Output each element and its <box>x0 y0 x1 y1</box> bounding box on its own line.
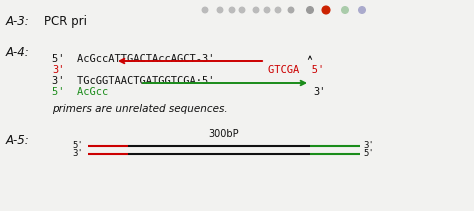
Text: 3': 3' <box>313 87 326 97</box>
Text: 3'  TGcGGTAACTGATGGTCGA·5': 3' TGcGGTAACTGATGGTCGA·5' <box>52 76 215 86</box>
Circle shape <box>217 7 223 13</box>
Text: 3': 3' <box>52 65 64 75</box>
Circle shape <box>275 7 281 13</box>
Text: A-5:: A-5: <box>6 134 30 147</box>
Circle shape <box>307 7 313 13</box>
Circle shape <box>202 7 208 13</box>
Text: primers are unrelated sequences.: primers are unrelated sequences. <box>52 104 228 114</box>
Text: 5': 5' <box>72 142 83 150</box>
Text: 5': 5' <box>363 150 374 158</box>
Text: A-4:: A-4: <box>6 46 30 59</box>
Circle shape <box>264 7 270 13</box>
Text: 300bP: 300bP <box>209 129 239 139</box>
Circle shape <box>239 7 245 13</box>
Text: 5'  AcGcc: 5' AcGcc <box>52 87 108 97</box>
Circle shape <box>322 6 330 14</box>
Circle shape <box>253 7 259 13</box>
Text: GTCGA  5': GTCGA 5' <box>268 65 324 75</box>
Circle shape <box>359 7 365 13</box>
Text: 3': 3' <box>72 150 83 158</box>
Circle shape <box>342 7 348 13</box>
Text: 3': 3' <box>363 142 374 150</box>
Circle shape <box>229 7 235 13</box>
Text: 5'  AcGccATTGACTAccAGCT-3': 5' AcGccATTGACTAccAGCT-3' <box>52 54 215 64</box>
Text: PCR pri: PCR pri <box>44 15 87 28</box>
Text: A-3:: A-3: <box>6 15 30 28</box>
Circle shape <box>288 7 294 13</box>
